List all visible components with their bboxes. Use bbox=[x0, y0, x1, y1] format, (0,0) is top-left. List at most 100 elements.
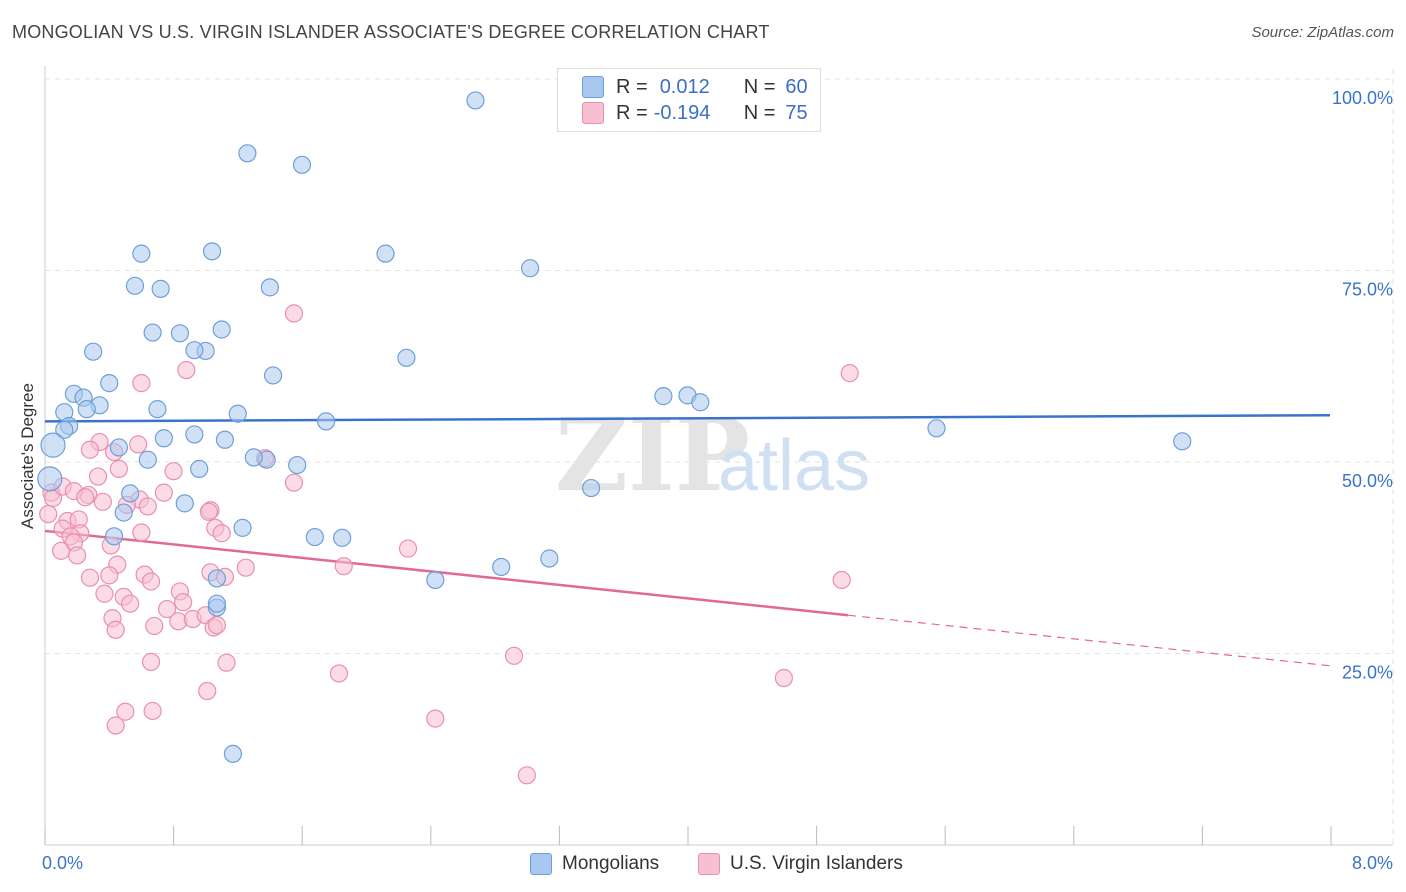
mongolians-point bbox=[376, 244, 395, 263]
virgin-islanders-point bbox=[39, 504, 58, 524]
virgin-islanders-point bbox=[116, 702, 135, 721]
mongolians-point bbox=[207, 594, 226, 613]
virgin-islanders-point bbox=[840, 364, 859, 383]
mongolians-point bbox=[125, 276, 145, 295]
watermark-atlas: atlas bbox=[718, 426, 870, 506]
mongolians-point bbox=[654, 387, 673, 406]
mongolians-point bbox=[244, 448, 263, 467]
mongolians-point bbox=[202, 242, 222, 261]
virgin-islanders-point bbox=[284, 473, 304, 492]
axes bbox=[44, 66, 1393, 846]
source-label: Source: ZipAtlas.com bbox=[1251, 24, 1394, 41]
bottom-legend-label: Mongolians bbox=[562, 853, 660, 874]
bottom-legend-swatch-pink bbox=[698, 853, 720, 875]
virgin-islanders-point bbox=[398, 539, 418, 558]
mongolians-point bbox=[333, 528, 352, 547]
virgin-islanders-point bbox=[121, 594, 140, 613]
virgin-islanders-point bbox=[154, 483, 173, 502]
virgin-islanders-point bbox=[88, 467, 108, 486]
mongolians-point bbox=[185, 341, 204, 360]
mongolians-point bbox=[223, 744, 243, 763]
virgin-islanders-point bbox=[212, 524, 231, 543]
virgin-islanders-point bbox=[334, 557, 353, 576]
virgin-islanders-point bbox=[80, 440, 100, 459]
legend-swatch-pink bbox=[582, 102, 604, 124]
virgin-islanders-point bbox=[141, 572, 161, 591]
mongolians-point bbox=[540, 549, 559, 568]
virgin-islanders-point bbox=[329, 664, 349, 683]
chart-title: MONGOLIAN VS U.S. VIRGIN ISLANDER ASSOCI… bbox=[12, 22, 770, 42]
legend-row-mongolians: R = 0.012 N = 60 bbox=[582, 75, 808, 99]
mongolians-points bbox=[37, 91, 1192, 763]
virgin-islanders-trend-extension bbox=[848, 614, 1331, 667]
virgin-islanders-trend-line bbox=[44, 529, 849, 617]
mongolians-point bbox=[316, 412, 336, 431]
mongolians-point bbox=[104, 527, 124, 546]
legend-r-label: R = bbox=[616, 101, 648, 124]
legend-box: R = 0.012 N = 60 R = -0.194 N = 75 bbox=[557, 68, 821, 132]
virgin-islanders-point bbox=[93, 492, 112, 511]
virgin-islanders-point bbox=[236, 558, 255, 577]
virgin-islanders-point bbox=[95, 584, 114, 603]
legend-n-value: 75 bbox=[785, 101, 808, 124]
virgin-islanders-point bbox=[284, 304, 304, 323]
trend-lines bbox=[44, 414, 1331, 667]
virgin-islanders-point bbox=[832, 570, 851, 590]
y-axis-label: Associate's Degree bbox=[18, 383, 37, 529]
virgin-islanders-point bbox=[157, 599, 177, 619]
legend-n-label: N = bbox=[743, 75, 776, 98]
y-tick-label: 100.0% bbox=[1332, 88, 1393, 108]
mongolians-point bbox=[520, 259, 540, 278]
bottom-legend-mongolians: Mongolians bbox=[530, 852, 659, 876]
mongolians-point bbox=[143, 323, 162, 342]
virgin-islanders-point bbox=[138, 497, 157, 516]
virgin-islanders-point bbox=[426, 709, 445, 728]
virgin-islanders-point bbox=[199, 502, 218, 521]
mongolians-point bbox=[100, 374, 119, 393]
mongolians-point bbox=[263, 366, 283, 385]
mongolians-point bbox=[55, 420, 74, 439]
mongolians-point bbox=[212, 320, 231, 339]
bottom-legend-label: U.S. Virgin Islanders bbox=[730, 853, 903, 874]
mongolians-point bbox=[492, 557, 511, 577]
legend-r-value: -0.194 bbox=[653, 101, 711, 124]
mongolians-point bbox=[260, 278, 279, 297]
mongolians-point bbox=[190, 459, 209, 478]
mongolians-point bbox=[109, 438, 128, 457]
legend-r-label: R = bbox=[616, 75, 648, 98]
x-tick-label: 8.0% bbox=[1352, 853, 1393, 873]
mongolians-point bbox=[1173, 432, 1192, 451]
mongolians-point bbox=[151, 279, 170, 298]
virgin-islanders-point bbox=[198, 681, 217, 701]
mongolians-trend-line bbox=[44, 414, 1331, 423]
virgin-islanders-point bbox=[207, 616, 226, 635]
mongolians-point bbox=[148, 400, 167, 419]
bottom-legend-virgin: U.S. Virgin Islanders bbox=[698, 852, 903, 876]
virgin-islanders-point bbox=[132, 523, 151, 542]
mongolians-point bbox=[185, 425, 204, 444]
legend-n-value: 60 bbox=[785, 75, 808, 98]
mongolians-point bbox=[305, 527, 324, 547]
mongolians-point bbox=[691, 393, 710, 412]
virgin-islanders-point bbox=[143, 701, 162, 721]
legend-n-label: N = bbox=[743, 101, 776, 124]
virgin-islanders-point bbox=[80, 568, 100, 587]
virgin-islanders-point bbox=[109, 459, 128, 478]
virgin-islanders-point bbox=[100, 566, 119, 585]
virgin-islanders-point bbox=[106, 716, 125, 735]
mongolians-point bbox=[238, 144, 257, 163]
legend-r-value: 0.012 bbox=[659, 75, 710, 98]
mongolians-point bbox=[288, 455, 307, 475]
y-tick-label: 50.0% bbox=[1342, 471, 1393, 491]
virgin-islanders-point bbox=[145, 616, 164, 636]
y-tick-label: 75.0% bbox=[1342, 280, 1393, 300]
virgin-islanders-point bbox=[132, 374, 151, 393]
virgin-islanders-point bbox=[217, 653, 236, 672]
virgin-islanders-point bbox=[177, 360, 196, 380]
mongolians-point bbox=[397, 348, 416, 367]
y-tick-label: 25.0% bbox=[1342, 663, 1393, 683]
mongolians-point bbox=[37, 466, 63, 492]
virgin-islanders-point bbox=[517, 766, 536, 785]
virgin-islanders-point bbox=[76, 488, 95, 507]
